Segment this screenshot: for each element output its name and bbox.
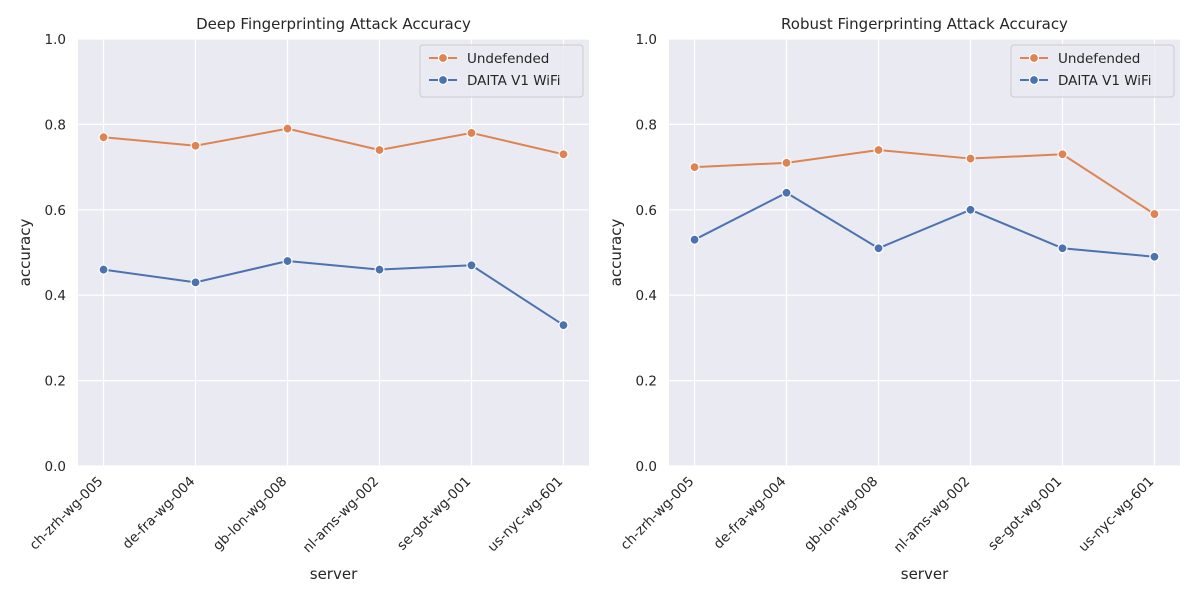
data-point [190, 277, 201, 288]
legend-box [1010, 44, 1175, 98]
plot-background [669, 39, 1180, 466]
data-point [1149, 208, 1160, 220]
x-tick-label: se-got-wg-001 [985, 474, 1065, 554]
x-tick-label: gb-lon-wg-008 [801, 474, 881, 554]
data-point [965, 153, 976, 164]
legend: Undefended DAITA V1 WiFi [419, 44, 584, 98]
series-line [694, 191, 1155, 258]
y-tick-label: 0.2 [636, 374, 657, 390]
x-tick-label: de-fra-wg-004 [120, 474, 199, 553]
legend-label: Undefended [1058, 51, 1140, 67]
data-point [781, 157, 792, 168]
plot-background [78, 39, 589, 466]
y-tick-label: 0.8 [45, 117, 66, 133]
data-point [466, 260, 477, 271]
legend-label: DAITA V1 WiFi [467, 73, 561, 89]
y-tick-label: 1.0 [45, 32, 66, 48]
y-tick-label: 0.2 [45, 374, 66, 390]
series-line [694, 149, 1155, 215]
data-point [466, 127, 477, 139]
data-point [190, 140, 201, 151]
data-point [1057, 149, 1068, 160]
series-undefended [689, 144, 1160, 220]
x-tick-label: us-nyc-wg-601 [485, 474, 567, 556]
x-axis-label: server [901, 565, 949, 583]
data-point [98, 132, 109, 143]
data-point [98, 264, 109, 275]
x-tick-label: de-fra-wg-004 [711, 474, 790, 553]
data-point [873, 144, 884, 156]
legend-marker [1028, 52, 1040, 64]
y-axis-label: accuracy [16, 219, 34, 287]
series-daita-v1-wifi [689, 187, 1160, 262]
chart-title: Deep Fingerprinting Attack Accuracy [196, 15, 471, 33]
legend-label: DAITA V1 WiFi [1058, 73, 1152, 89]
data-point [873, 243, 884, 254]
chart-panel-1: Deep Fingerprinting Attack Accuracy 0.0 0.… [16, 15, 589, 583]
y-tick-label: 0.0 [45, 459, 66, 475]
data-point [781, 187, 792, 198]
data-point [689, 162, 700, 173]
data-point [558, 319, 569, 331]
x-tick-label: nl-ams-wg-002 [300, 474, 383, 557]
data-point [965, 204, 976, 215]
data-point [374, 144, 385, 156]
x-tick-label: se-got-wg-001 [394, 474, 474, 554]
y-axis-label: accuracy [607, 219, 625, 287]
x-tick-label: nl-ams-wg-002 [891, 474, 974, 557]
data-point [282, 123, 293, 134]
x-tick-label: gb-lon-wg-008 [210, 474, 290, 554]
data-point [1149, 251, 1160, 262]
y-tick-label: 0.0 [636, 459, 657, 475]
data-point [374, 264, 385, 275]
data-point [558, 149, 569, 160]
data-point [689, 234, 700, 245]
series-undefended [98, 123, 569, 160]
legend-box [419, 44, 584, 98]
x-tick-label: ch-zrh-wg-005 [27, 474, 107, 554]
legend-marker [1028, 74, 1040, 86]
legend: Undefended DAITA V1 WiFi [1010, 44, 1175, 98]
chart-title: Robust Fingerprinting Attack Accuracy [781, 15, 1068, 33]
data-point [1057, 243, 1068, 254]
x-axis-label: server [310, 565, 358, 583]
y-tick-label: 0.8 [636, 117, 657, 133]
legend-marker [437, 52, 449, 64]
series-daita-v1-wifi [98, 255, 569, 331]
y-tick-label: 0.6 [636, 203, 657, 219]
series-line [103, 260, 564, 326]
data-point [282, 255, 293, 267]
series-line [103, 127, 564, 156]
y-tick-label: 0.6 [45, 203, 66, 219]
y-tick-label: 0.4 [636, 288, 657, 304]
legend-label: Undefended [467, 51, 549, 67]
legend-marker [437, 74, 449, 86]
x-tick-label: ch-zrh-wg-005 [618, 474, 698, 554]
chart-panel-2: Robust Fingerprinting Attack Accuracy 0.0… [607, 15, 1180, 583]
y-tick-label: 1.0 [636, 32, 657, 48]
y-tick-label: 0.4 [45, 288, 66, 304]
x-tick-label: us-nyc-wg-601 [1076, 474, 1158, 556]
